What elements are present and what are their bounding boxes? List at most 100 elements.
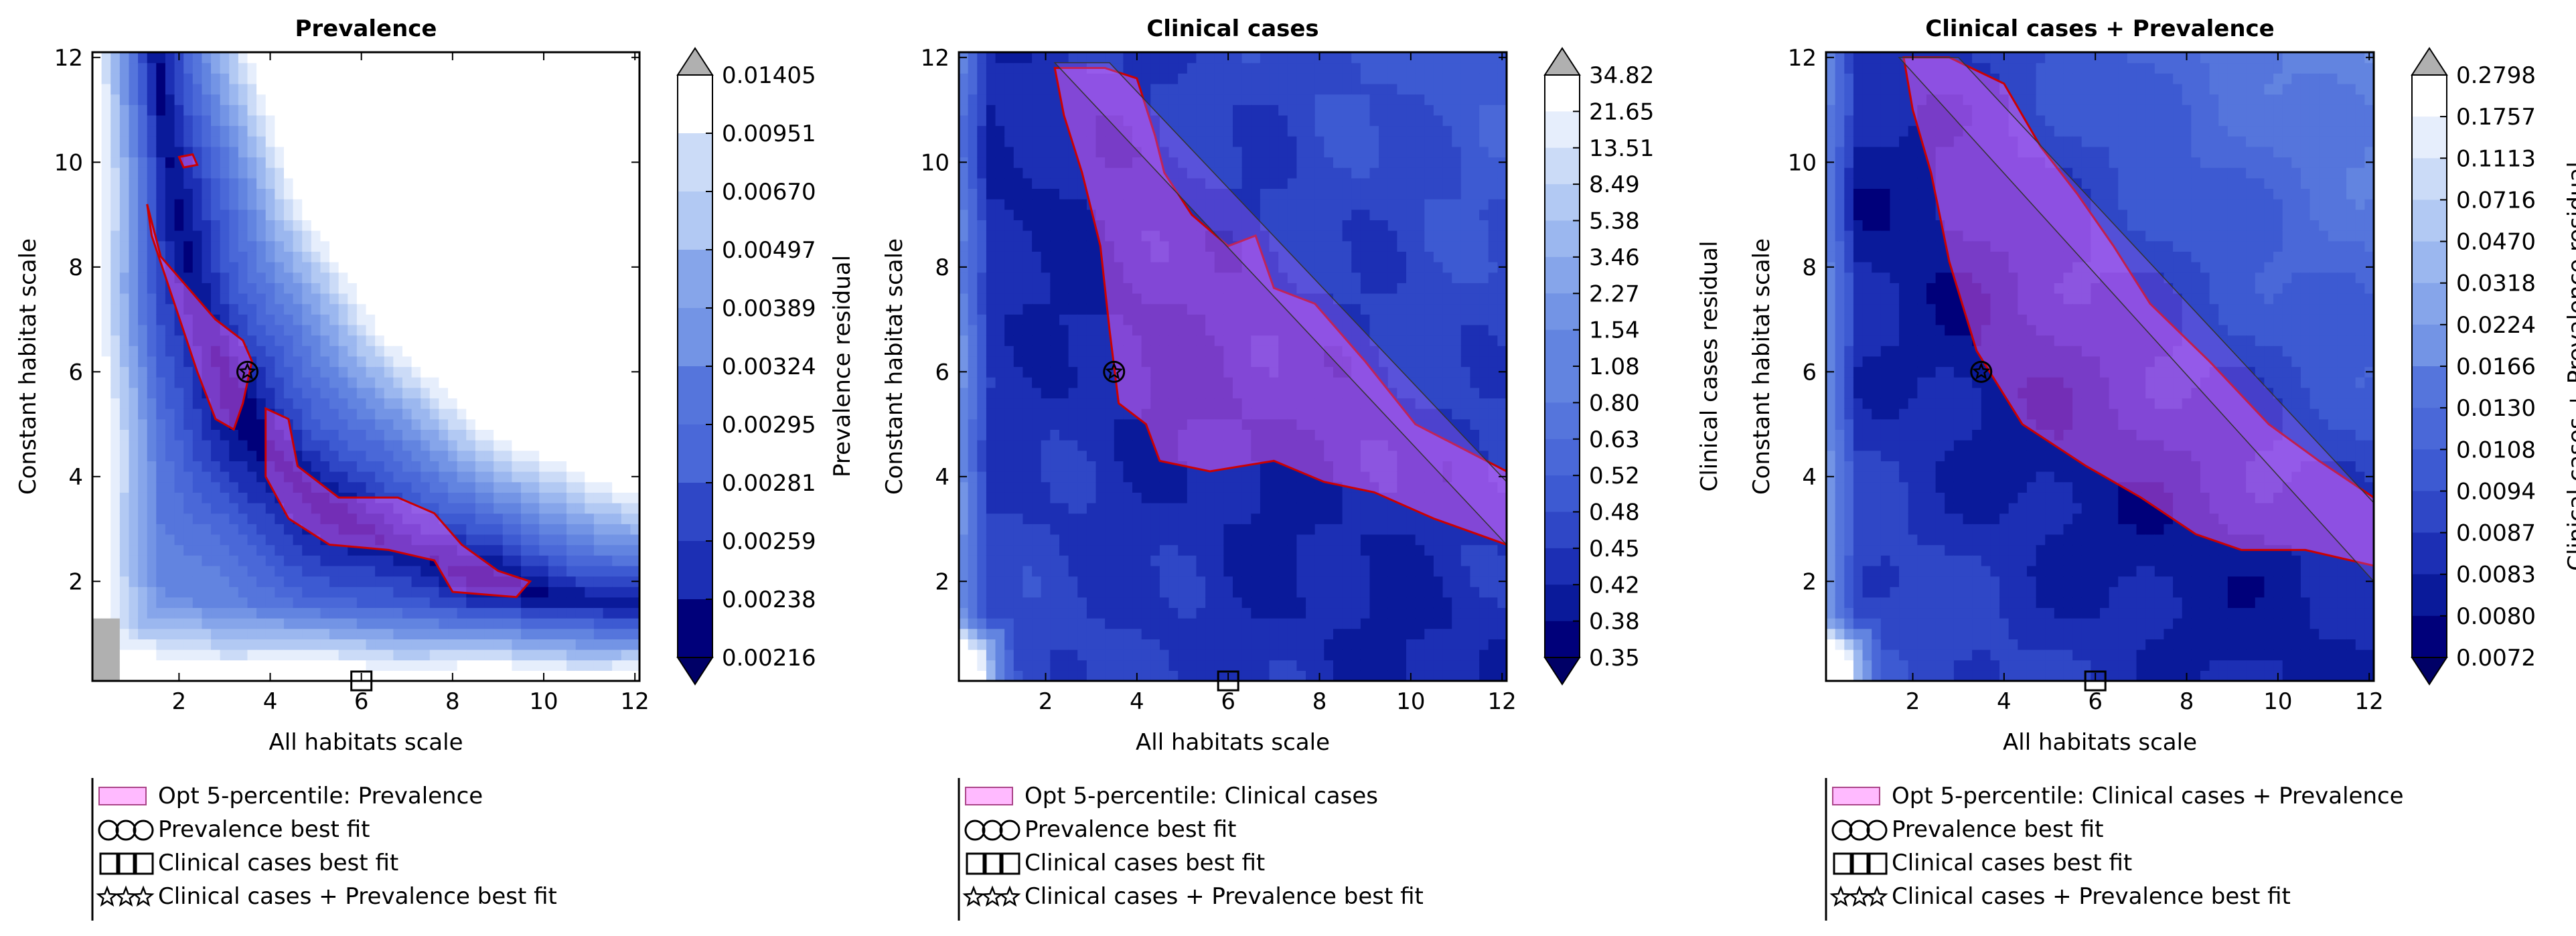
- contour-cell: [338, 398, 348, 409]
- contour-cell: [220, 209, 230, 220]
- contour-cell: [338, 167, 348, 179]
- contour-cell: [1132, 293, 1142, 305]
- contour-cell: [494, 576, 504, 587]
- contour-cell: [475, 314, 485, 325]
- contour-cell: [566, 628, 577, 639]
- contour-cell: [211, 670, 221, 681]
- contour-cell: [630, 62, 639, 74]
- contour-cell: [1032, 398, 1042, 409]
- contour-cell: [101, 534, 111, 546]
- contour-cell: [256, 429, 267, 441]
- contour-cell: [302, 440, 312, 451]
- contour-cell: [320, 83, 330, 95]
- contour-cell: [247, 240, 257, 252]
- contour-cell: [110, 52, 121, 64]
- contour-cell: [156, 524, 166, 535]
- contour-cell: [484, 314, 494, 325]
- contour-cell: [220, 188, 230, 200]
- contour-cell: [92, 670, 102, 681]
- contour-cell: [621, 670, 631, 681]
- contour-cell: [1068, 188, 1078, 200]
- contour-cell: [1105, 628, 1115, 639]
- contour-cell: [202, 471, 212, 483]
- contour-cell: [959, 251, 969, 262]
- contour-cell: [539, 220, 549, 231]
- contour-cell: [384, 408, 394, 420]
- contour-cell: [1050, 272, 1060, 283]
- contour-cell: [1086, 670, 1097, 681]
- contour-cell: [557, 481, 567, 493]
- contour-cell: [92, 188, 102, 200]
- contour-cell: [466, 188, 476, 200]
- contour-cell: [165, 659, 175, 671]
- contour-cell: [1077, 555, 1087, 566]
- contour-cell: [229, 377, 239, 388]
- contour-cell: [557, 220, 567, 231]
- contour-cell: [320, 544, 330, 556]
- contour-cell: [101, 471, 111, 483]
- contour-cell: [348, 471, 358, 483]
- contour-cell: [475, 534, 485, 546]
- contour-cell: [165, 104, 175, 116]
- contour-cell: [1013, 555, 1024, 566]
- contour-cell: [977, 188, 987, 200]
- contour-cell: [1086, 114, 1097, 127]
- contour-cell: [1086, 429, 1097, 441]
- contour-cell: [129, 639, 139, 650]
- contour-cell: [439, 418, 449, 430]
- contour-cell: [603, 408, 613, 420]
- contour-cell: [247, 324, 257, 336]
- contour-cell: [165, 366, 175, 378]
- contour-cell: [1050, 104, 1060, 116]
- contour-cell: [265, 356, 275, 368]
- contour-cell: [293, 377, 303, 388]
- contour-cell: [338, 471, 348, 483]
- contour-cell: [977, 167, 987, 179]
- contour-cell: [119, 240, 130, 252]
- contour-cell: [1059, 146, 1069, 158]
- contour-cell: [421, 450, 431, 461]
- contour-cell: [275, 136, 285, 147]
- contour-cell: [968, 209, 978, 220]
- contour-cell: [275, 398, 285, 409]
- contour-cell: [986, 157, 996, 168]
- contour-cell: [986, 262, 996, 273]
- contour-cell: [1041, 73, 1051, 84]
- contour-cell: [320, 293, 330, 305]
- contour-cell: [630, 356, 639, 368]
- contour-cell: [566, 544, 577, 556]
- contour-cell: [293, 639, 303, 650]
- contour-cell: [165, 576, 175, 587]
- contour-cell: [630, 94, 639, 105]
- contour-cell: [256, 481, 267, 493]
- contour-cell: [101, 429, 111, 441]
- contour-cell: [220, 377, 230, 388]
- contour-cell: [557, 125, 567, 137]
- contour-cell: [384, 157, 394, 168]
- contour-cell: [384, 429, 394, 441]
- contour-cell: [512, 670, 522, 681]
- contour-cell: [238, 534, 248, 546]
- contour-cell: [156, 324, 166, 336]
- contour-cell: [393, 209, 403, 220]
- contour-cell: [968, 587, 978, 598]
- contour-cell: [165, 199, 175, 210]
- contour-cell: [165, 345, 175, 357]
- contour-cell: [165, 524, 175, 535]
- contour-cell: [548, 94, 558, 105]
- contour-cell: [393, 461, 403, 472]
- contour-cell: [211, 83, 221, 95]
- contour-cell: [557, 576, 567, 587]
- contour-cell: [329, 262, 339, 273]
- contour-cell: [229, 157, 239, 168]
- contour-cell: [211, 136, 221, 147]
- contour-cell: [566, 114, 577, 127]
- contour-cell: [1013, 513, 1024, 524]
- contour-cell: [603, 220, 613, 231]
- contour-cell: [92, 544, 102, 556]
- contour-cell: [439, 649, 449, 661]
- contour-cell: [512, 83, 522, 95]
- contour-cell: [484, 125, 494, 137]
- contour-cell: [1077, 377, 1087, 388]
- contour-cell: [466, 440, 476, 451]
